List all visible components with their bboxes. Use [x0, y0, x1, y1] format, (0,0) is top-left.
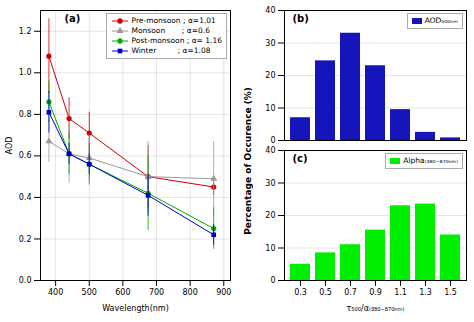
html-text:Winter ; α=1.08: Winter ; α=1.08 — [131, 46, 211, 55]
svg-text:600: 600 — [115, 288, 130, 297]
svg-text:1.2: 1.2 — [19, 27, 32, 36]
svg-text:20: 20 — [265, 211, 275, 220]
svg-text:0.3: 0.3 — [294, 288, 307, 297]
svg-text:0.0: 0.0 — [19, 276, 32, 285]
svg-text:500: 500 — [82, 288, 97, 297]
svg-text:1.5: 1.5 — [444, 288, 457, 297]
svg-text:10: 10 — [265, 104, 275, 113]
svg-text:1.0: 1.0 — [19, 68, 32, 77]
svg-text:900: 900 — [216, 288, 231, 297]
svg-text:Wavelength(nm): Wavelength(nm) — [102, 304, 169, 313]
html-text:Alpha₍₃₈₀₋₈₇₀ₙₘ₎: Alpha₍₃₈₀₋₈₇₀ₙₘ₎ — [403, 156, 458, 165]
svg-text:(a): (a) — [65, 13, 81, 24]
svg-text:700: 700 — [149, 288, 164, 297]
svg-text:40: 40 — [265, 146, 275, 155]
svg-text:1.1: 1.1 — [394, 288, 407, 297]
svg-text:400: 400 — [48, 288, 63, 297]
svg-text:0.4: 0.4 — [19, 193, 32, 202]
svg-text:0: 0 — [270, 276, 275, 285]
svg-text:10: 10 — [265, 244, 275, 253]
svg-text:40: 40 — [265, 6, 275, 15]
svg-text:20: 20 — [265, 71, 275, 80]
html-text:Monsoon ; α=0.6: Monsoon ; α=0.6 — [131, 26, 210, 35]
svg-text:(c): (c) — [293, 153, 308, 164]
html-text:Percentage of Occurence (%): Percentage of Occurence (%) — [243, 87, 253, 235]
svg-text:30: 30 — [265, 39, 275, 48]
svg-text:AOD: AOD — [5, 137, 14, 155]
svg-text:0.6: 0.6 — [19, 151, 32, 160]
svg-text:τ₅₀₀/α₍₃₈₀₋₈₇₀ₙₘ₎: τ₅₀₀/α₍₃₈₀₋₈₇₀ₙₘ₎ — [347, 304, 405, 313]
svg-text:(b): (b) — [293, 13, 309, 24]
html-text:Pre-monsoon ; α=1.01: Pre-monsoon ; α=1.01 — [131, 16, 216, 25]
svg-text:0.9: 0.9 — [369, 288, 382, 297]
svg-text:0.8: 0.8 — [19, 110, 32, 119]
svg-text:0.7: 0.7 — [344, 288, 357, 297]
svg-text:0: 0 — [270, 136, 275, 145]
html-text:Post-monsoon ; α= 1.16: Post-monsoon ; α= 1.16 — [131, 36, 222, 45]
svg-text:800: 800 — [183, 288, 198, 297]
svg-text:30: 30 — [265, 179, 275, 188]
svg-text:0.2: 0.2 — [19, 235, 32, 244]
svg-text:1.3: 1.3 — [419, 288, 432, 297]
svg-text:0.5: 0.5 — [319, 288, 332, 297]
html-text:AOD₅₀₀ₙₘ: AOD₅₀₀ₙₘ — [424, 16, 458, 25]
